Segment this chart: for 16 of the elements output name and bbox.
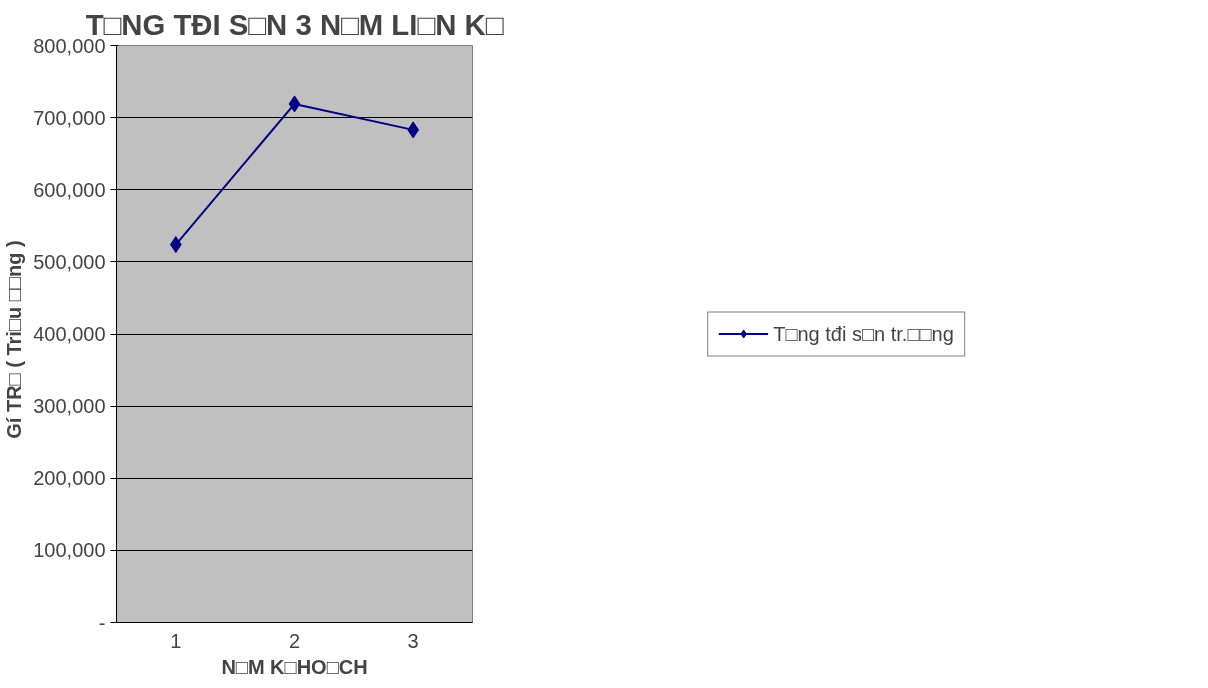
x-tick-label: 1 (170, 629, 182, 652)
legend-label: T□ng tđi s□n tr.□□ng (773, 322, 954, 345)
y-tick-label: 300,000 (33, 395, 106, 418)
x-axis-title: N□M K□HO□CH (221, 655, 368, 678)
y-tick-label: 800,000 (33, 34, 106, 57)
x-tick-label: 2 (288, 629, 301, 652)
y-tick-label: 500,000 (33, 250, 106, 273)
x-tick-label: 3 (407, 629, 419, 652)
y-axis-title: Gí TR□ ( Tri□u □□ng ) (3, 240, 26, 439)
y-tick-label: 400,000 (33, 323, 106, 345)
y-tick-label: 600,000 (33, 178, 106, 201)
y-tick-label: 700,000 (33, 106, 106, 129)
point (288, 95, 301, 113)
y-tick-label: - (98, 611, 106, 634)
y-tick-label: 100,000 (33, 539, 106, 562)
y-tick-label: 200,000 (33, 467, 106, 490)
